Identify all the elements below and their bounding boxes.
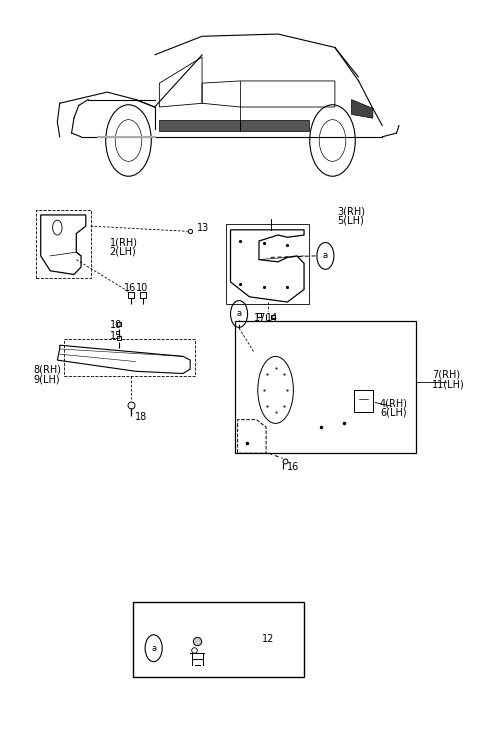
- Text: 11(LH): 11(LH): [432, 380, 465, 390]
- Text: 9(LH): 9(LH): [34, 374, 60, 385]
- Bar: [226, 224, 309, 304]
- Bar: [354, 390, 373, 412]
- Text: 2(LH): 2(LH): [109, 247, 136, 256]
- Text: a: a: [151, 644, 156, 652]
- Text: 5(LH): 5(LH): [337, 216, 364, 226]
- Text: 18: 18: [135, 412, 147, 422]
- Text: 6(LH): 6(LH): [380, 408, 407, 418]
- Text: 7(RH): 7(RH): [432, 370, 460, 380]
- Text: 15: 15: [109, 331, 122, 340]
- Text: 16: 16: [124, 283, 136, 293]
- Text: 16: 16: [288, 461, 300, 472]
- Text: 10: 10: [136, 283, 148, 293]
- Text: 14: 14: [266, 313, 278, 322]
- Text: 4(RH): 4(RH): [380, 398, 408, 408]
- Text: a: a: [237, 310, 241, 319]
- Text: 13: 13: [197, 224, 210, 233]
- Polygon shape: [240, 120, 309, 130]
- Text: a: a: [323, 251, 328, 260]
- Polygon shape: [351, 100, 373, 118]
- Bar: [235, 321, 416, 453]
- Text: 12: 12: [262, 634, 275, 644]
- Text: 17: 17: [254, 313, 266, 322]
- Polygon shape: [159, 120, 240, 130]
- Text: 8(RH): 8(RH): [34, 364, 61, 375]
- Text: 3(RH): 3(RH): [337, 206, 365, 216]
- Bar: [64, 339, 195, 376]
- Text: 10: 10: [109, 320, 122, 330]
- Text: 1(RH): 1(RH): [109, 238, 138, 248]
